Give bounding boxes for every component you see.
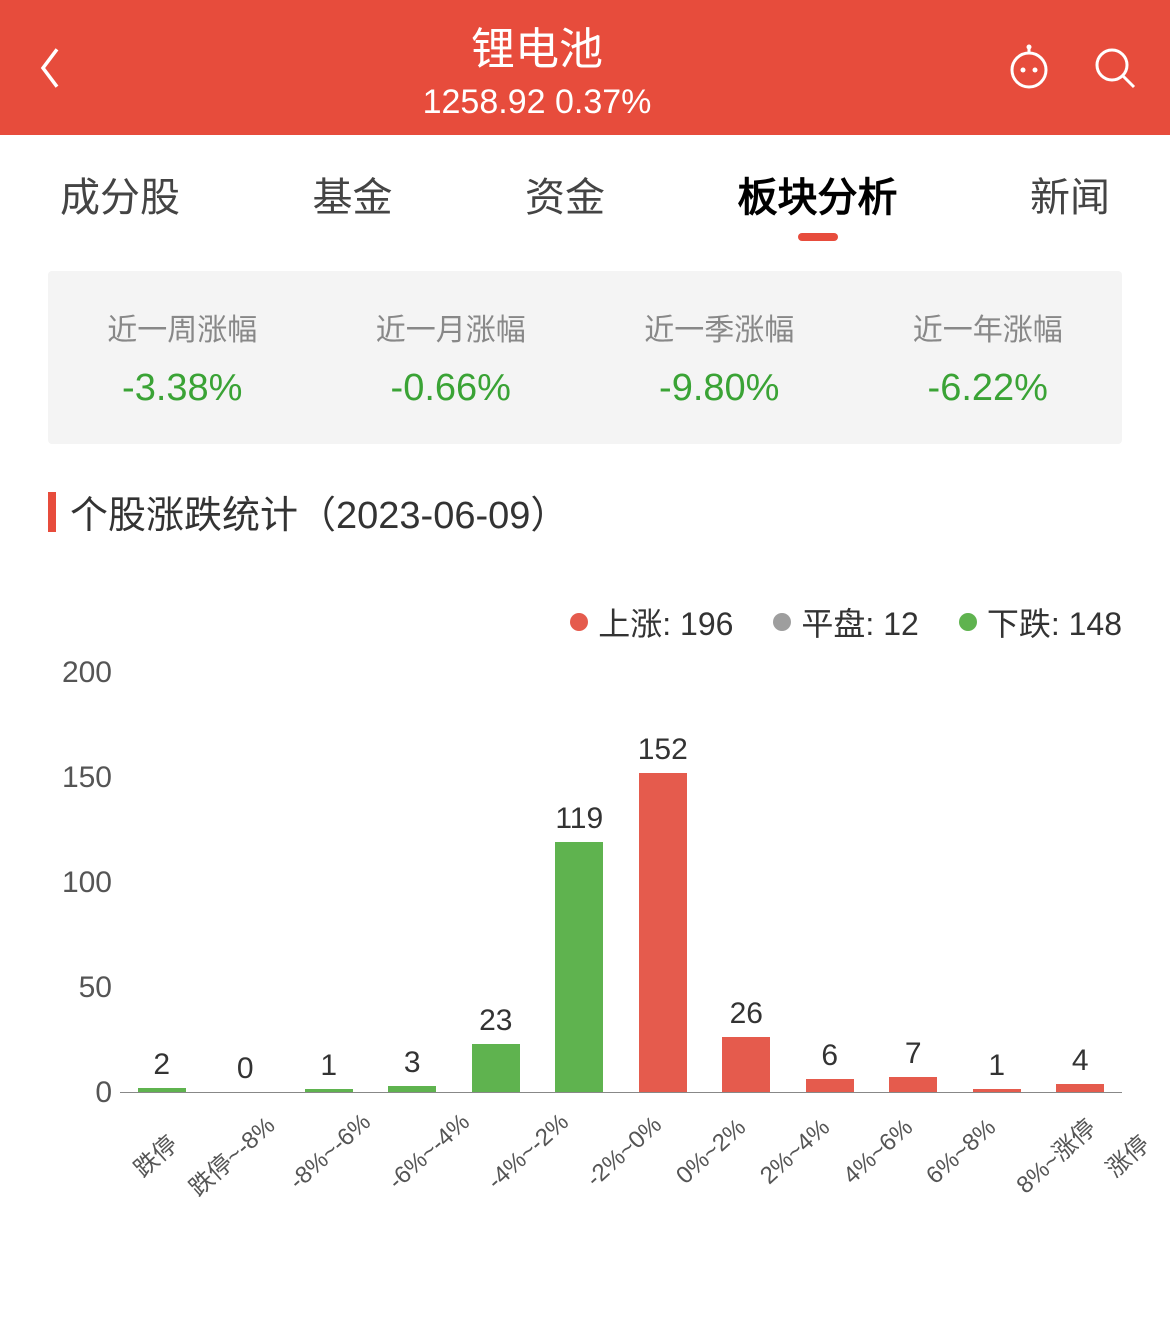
x-tick-label: 涨停	[1077, 1103, 1156, 1183]
tab-capital[interactable]: 资金	[525, 165, 605, 237]
header-title-block: 锂电池 1258.92 0.37%	[70, 13, 1004, 122]
legend-down: 下跌: 148	[959, 599, 1122, 645]
section-header: 个股涨跌统计（2023-06-09）	[48, 484, 1122, 539]
bar-value-label: 1	[988, 1049, 1005, 1083]
legend-dot-icon	[959, 613, 977, 631]
legend-dot-icon	[570, 613, 588, 631]
bar-rect	[639, 773, 687, 1092]
bar-cell: 23	[454, 673, 538, 1092]
period-month: 近一月涨幅 -0.66%	[317, 305, 586, 410]
bar-cell: 6	[788, 673, 872, 1092]
bar-value-label: 152	[638, 733, 688, 767]
bar-value-label: 6	[821, 1039, 838, 1073]
header-title: 锂电池	[70, 13, 1004, 77]
search-icon	[1090, 43, 1140, 93]
bar-value-label: 0	[237, 1052, 254, 1086]
legend-dot-icon	[773, 613, 791, 631]
x-tick-label: -4%~-2%	[462, 1086, 579, 1201]
bar-rect	[1056, 1084, 1104, 1092]
search-button[interactable]	[1090, 43, 1140, 93]
x-tick-label: -6%~-4%	[363, 1086, 480, 1201]
chart-legend: 上涨: 196 平盘: 12 下跌: 148	[0, 599, 1122, 645]
section-accent-bar	[48, 492, 56, 532]
x-tick-label: 6%~8%	[901, 1091, 1006, 1195]
header-subtitle: 1258.92 0.37%	[70, 83, 1004, 122]
period-stats: 近一周涨幅 -3.38% 近一月涨幅 -0.66% 近一季涨幅 -9.80% 近…	[48, 271, 1122, 444]
y-tick-label: 200	[62, 656, 112, 690]
app-header: 锂电池 1258.92 0.37%	[0, 0, 1170, 135]
chart-y-axis: 050100150200	[20, 673, 120, 1093]
period-label: 近一季涨幅	[585, 305, 854, 349]
back-button[interactable]	[30, 48, 70, 88]
header-price: 1258.92	[423, 83, 546, 121]
header-actions	[1004, 43, 1140, 93]
legend-flat: 平盘: 12	[773, 599, 918, 645]
period-quarter: 近一季涨幅 -9.80%	[585, 305, 854, 410]
legend-label: 下跌: 148	[987, 599, 1122, 645]
chevron-left-icon	[36, 44, 64, 92]
bar-cell: 152	[621, 673, 705, 1092]
tabs: 成分股 基金 资金 板块分析 新闻	[0, 135, 1170, 255]
y-tick-label: 150	[62, 761, 112, 795]
header-change: 0.37%	[555, 83, 651, 121]
bar-cell: 119	[538, 673, 622, 1092]
period-value: -9.80%	[585, 367, 854, 410]
chart-plot-area: 2 0 1 3 23 119 152 26 6 7 1 4	[120, 673, 1122, 1093]
bar-rect	[472, 1044, 520, 1092]
period-value: -3.38%	[48, 367, 317, 410]
period-value: -6.22%	[854, 367, 1123, 410]
bar-rect	[889, 1077, 937, 1092]
bar-value-label: 119	[555, 802, 603, 836]
bar-rect	[305, 1089, 353, 1092]
period-label: 近一月涨幅	[317, 305, 586, 349]
x-tick-label: 跌停~-8%	[160, 1084, 281, 1202]
tab-funds[interactable]: 基金	[313, 165, 393, 237]
tab-news[interactable]: 新闻	[1030, 165, 1110, 237]
bar-rect	[722, 1037, 770, 1092]
period-value: -0.66%	[317, 367, 586, 410]
y-tick-label: 100	[62, 866, 112, 900]
robot-icon	[1004, 43, 1054, 93]
bar-rect	[388, 1086, 436, 1092]
bar-value-label: 3	[404, 1046, 421, 1080]
bar-rect	[555, 842, 603, 1092]
x-tick-label: -8%~-6%	[264, 1086, 381, 1201]
bar-value-label: 23	[479, 1004, 512, 1038]
y-tick-label: 0	[95, 1076, 112, 1110]
legend-label: 上涨: 196	[598, 599, 733, 645]
bar-rect	[138, 1088, 186, 1092]
tab-constituents[interactable]: 成分股	[60, 165, 180, 237]
bar-cell: 4	[1039, 673, 1123, 1092]
legend-up: 上涨: 196	[570, 599, 733, 645]
period-label: 近一周涨幅	[48, 305, 317, 349]
bar-value-label: 1	[320, 1049, 337, 1083]
bar-cell: 1	[955, 673, 1039, 1092]
bar-cell: 2	[120, 673, 204, 1092]
section-title: 个股涨跌统计（2023-06-09）	[70, 484, 568, 539]
chart-bars: 2 0 1 3 23 119 152 26 6 7 1 4	[120, 673, 1122, 1092]
period-label: 近一年涨幅	[854, 305, 1123, 349]
bar-cell: 1	[287, 673, 371, 1092]
bar-rect	[973, 1089, 1021, 1092]
bar-cell: 26	[705, 673, 789, 1092]
distribution-chart: 050100150200 201323119152266714 跌停跌停~-8%…	[20, 673, 1122, 1176]
y-tick-label: 50	[79, 971, 112, 1005]
bar-value-label: 7	[905, 1037, 922, 1071]
legend-label: 平盘: 12	[801, 599, 918, 645]
tab-sector-analysis[interactable]: 板块分析	[738, 165, 898, 237]
bar-value-label: 2	[153, 1048, 170, 1082]
bar-rect	[806, 1079, 854, 1092]
bar-cell: 3	[371, 673, 455, 1092]
bar-value-label: 4	[1072, 1044, 1089, 1078]
bar-value-label: 26	[730, 997, 763, 1031]
period-week: 近一周涨幅 -3.38%	[48, 305, 317, 410]
assistant-button[interactable]	[1004, 43, 1054, 93]
chart-x-axis: 跌停跌停~-8%-8%~-6%-6%~-4%-4%~-2%-2%~0%0%~2%…	[120, 1111, 1122, 1176]
bar-cell: 7	[872, 673, 956, 1092]
period-year: 近一年涨幅 -6.22%	[854, 305, 1123, 410]
bar-cell: 0	[204, 673, 288, 1092]
